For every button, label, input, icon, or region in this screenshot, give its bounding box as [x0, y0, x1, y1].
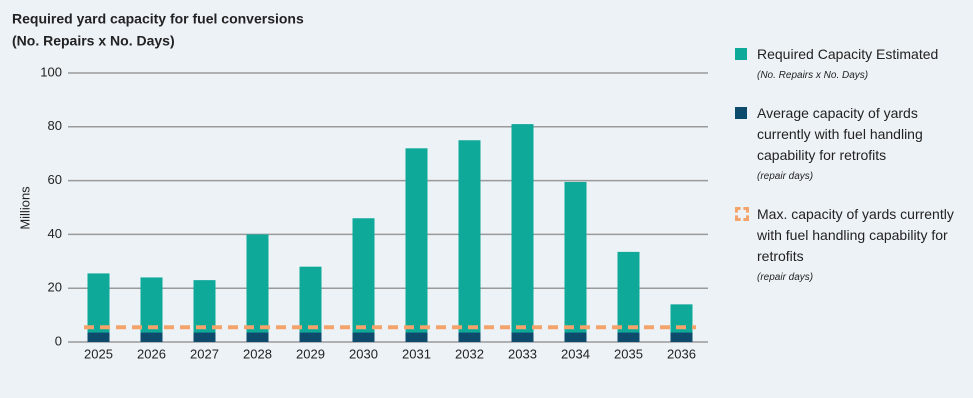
legend-label: Max. capacity of yards currently with fu… [757, 206, 954, 264]
x-tick-label: 2032 [455, 346, 484, 361]
chart-subtitle: (No. Repairs x No. Days) [12, 33, 175, 49]
y-tick-label: 20 [48, 280, 62, 295]
bar [193, 332, 216, 342]
bar [246, 332, 269, 342]
x-tick-label: 2031 [402, 346, 431, 361]
bar [564, 332, 587, 342]
x-tick-label: 2030 [349, 346, 378, 361]
bar [140, 332, 163, 342]
bar [458, 332, 481, 342]
bar [405, 148, 428, 342]
bar [87, 332, 110, 342]
bar [511, 332, 534, 342]
bar [299, 332, 322, 342]
legend: Required Capacity Estimated (No. Repairs … [735, 44, 965, 305]
bar [617, 251, 640, 342]
y-axis-label: Millions [17, 186, 32, 230]
legend-entry: Average capacity of yards currently with… [735, 103, 965, 186]
bar [564, 181, 587, 342]
legend-swatch [735, 207, 749, 221]
x-tick-label: 2027 [190, 346, 219, 361]
bar [352, 218, 375, 342]
legend-swatch [735, 48, 747, 60]
y-tick-label: 0 [55, 333, 62, 348]
legend-label: Average capacity of yards currently with… [757, 105, 923, 163]
bar [617, 332, 640, 342]
bar [352, 332, 375, 342]
bar [140, 277, 163, 342]
x-tick-label: 2033 [508, 346, 537, 361]
legend-note: (repair days) [757, 171, 814, 182]
legend-entry: Max. capacity of yards currently with fu… [735, 204, 965, 287]
x-tick-label: 2025 [84, 346, 113, 361]
x-tick-label: 2029 [296, 346, 325, 361]
legend-label: Required Capacity Estimated [757, 46, 939, 62]
bar [458, 140, 481, 342]
x-tick-label: 2028 [243, 346, 272, 361]
legend-note: (repair days) [757, 272, 814, 283]
y-tick-label: 100 [40, 64, 62, 79]
bar [670, 332, 693, 342]
y-tick-label: 60 [48, 172, 62, 187]
x-tick-label: 2035 [614, 346, 643, 361]
y-tick-label: 80 [48, 118, 62, 133]
bar [87, 273, 110, 342]
bar [299, 266, 322, 342]
bar [246, 234, 269, 342]
bar [405, 332, 428, 342]
y-tick-label: 40 [48, 226, 62, 241]
x-tick-label: 2036 [667, 346, 696, 361]
bar [511, 124, 534, 342]
legend-swatch [735, 107, 747, 119]
chart-title: Required yard capacity for fuel conversi… [12, 11, 304, 27]
x-tick-label: 2034 [561, 346, 590, 361]
x-tick-label: 2026 [137, 346, 166, 361]
legend-note: (No. Repairs x No. Days) [757, 70, 869, 81]
legend-entry: Required Capacity Estimated (No. Repairs … [735, 44, 965, 85]
